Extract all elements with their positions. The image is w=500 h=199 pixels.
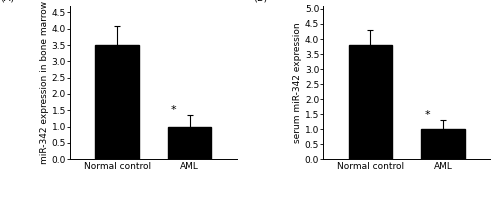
Bar bbox=[348, 45, 392, 159]
Text: *: * bbox=[171, 104, 176, 115]
Y-axis label: miR-342 expression in bone marrow: miR-342 expression in bone marrow bbox=[40, 1, 48, 164]
Text: *: * bbox=[424, 109, 430, 120]
Y-axis label: serum miR-342 expression: serum miR-342 expression bbox=[293, 22, 302, 143]
Bar bbox=[168, 127, 212, 159]
Text: (B): (B) bbox=[254, 0, 268, 3]
Bar bbox=[96, 45, 139, 159]
Bar bbox=[421, 129, 465, 159]
Text: (A): (A) bbox=[0, 0, 14, 3]
